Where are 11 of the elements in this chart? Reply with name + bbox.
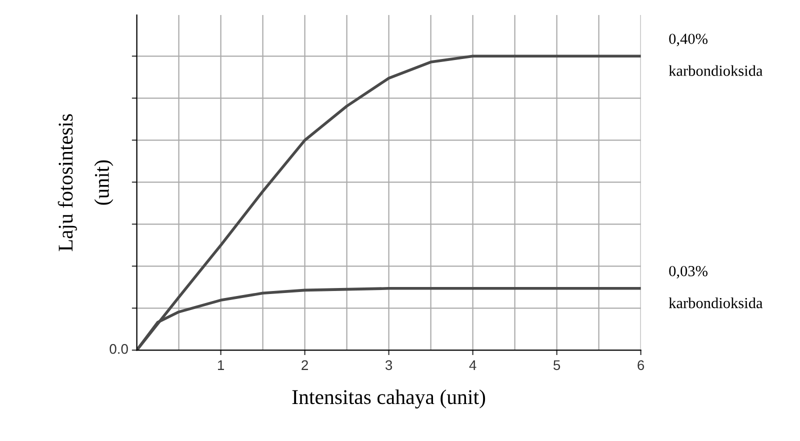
x-axis-title: Intensitas cahaya (unit) [292, 389, 486, 408]
x-tick-label: 4 [469, 360, 476, 370]
x-tick-label: 2 [302, 360, 308, 370]
x-tick-label: 3 [385, 360, 392, 370]
text: 0.0 [110, 344, 128, 354]
x-tick-label: 5 [553, 360, 560, 370]
text: 0,03% karbondioksida [668, 266, 763, 308]
x-tick-label: 6 [638, 360, 644, 370]
y-axis-title: Laju fotosintesis (unit) [58, 114, 114, 252]
x-tick-label: 1 [218, 360, 224, 370]
text: 0,40% karbondioksida [668, 34, 763, 76]
